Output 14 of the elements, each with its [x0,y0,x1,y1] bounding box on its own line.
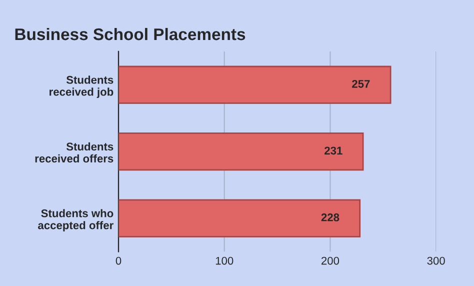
x-tick-label: 200 [322,256,340,265]
data-label: 228 [321,213,340,222]
y-tick-label: Students received offers [35,142,114,163]
x-tick-label: 300 [427,256,445,265]
bar [118,199,361,238]
x-tick-label: 100 [216,256,234,265]
data-label: 257 [352,80,370,88]
data-label: 231 [324,146,342,155]
y-tick-label: Students who accepted offer [38,209,114,232]
x-tick-label: 0 [116,256,122,265]
y-tick-label: Students received job [50,76,114,98]
bar [118,132,364,171]
chart-title: Business School Placements [15,28,246,40]
bar [118,66,392,104]
